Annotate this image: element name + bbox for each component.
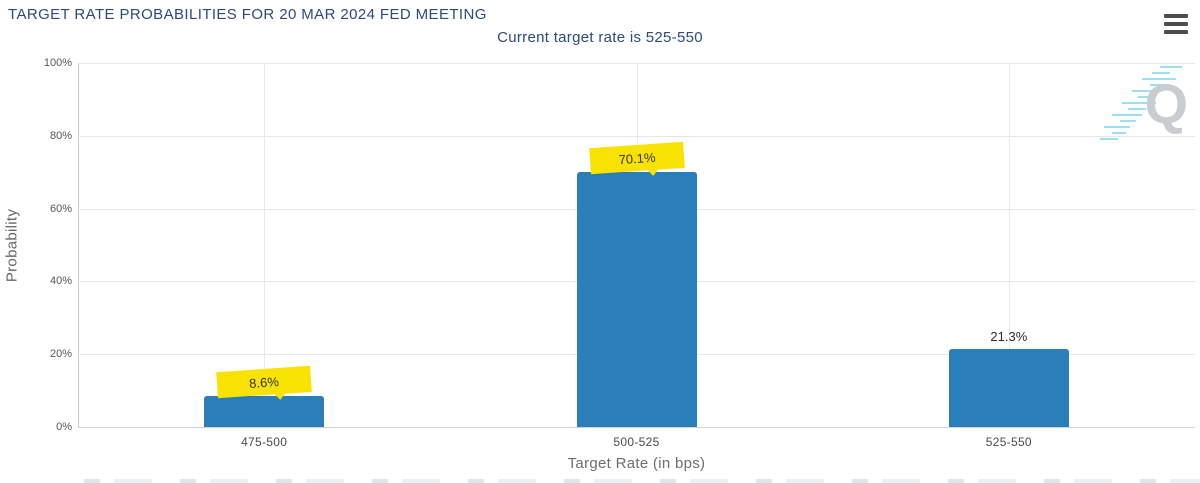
gridline-v <box>1009 63 1010 427</box>
y-tick-label: 80% <box>49 129 72 142</box>
gridline-h <box>78 63 1195 64</box>
x-category-label: 475-500 <box>241 435 288 449</box>
gridline-h <box>78 135 1195 137</box>
watermark-letter: Q <box>1144 72 1188 135</box>
x-axis-line <box>78 427 1195 428</box>
chart-subtitle: Current target rate is 525-550 <box>497 29 703 46</box>
menu-bar <box>1164 22 1188 26</box>
y-tick-label: 20% <box>49 348 72 361</box>
x-axis-title: Target Rate (in bps) <box>567 455 706 472</box>
y-tick-label: 100% <box>43 57 72 69</box>
probability-bar-475-500[interactable] <box>204 395 325 427</box>
probability-bar-500-525[interactable] <box>576 171 697 427</box>
y-tick-label: 60% <box>49 202 72 215</box>
x-category-label: 525-550 <box>985 435 1032 449</box>
value-label-highlighted: 8.6% <box>216 365 312 398</box>
chart-title: TARGET RATE PROBABILITIES FOR 20 MAR 202… <box>8 6 487 23</box>
menu-bar <box>1164 14 1188 18</box>
y-axis-title: Probability <box>3 208 21 283</box>
menu-bar <box>1164 30 1188 34</box>
x-category-label: 500-525 <box>613 435 660 449</box>
value-label: 21.3% <box>990 329 1028 345</box>
gridline-v <box>264 63 265 427</box>
probability-bar-525-550[interactable] <box>948 349 1069 427</box>
hamburger-menu-icon[interactable] <box>1164 13 1188 35</box>
y-tick-label: 0% <box>56 421 72 433</box>
cutoff-next-row <box>84 479 1200 483</box>
y-tick-label: 40% <box>49 275 72 288</box>
value-label-highlighted: 70.1% <box>588 141 685 175</box>
y-axis-line <box>78 63 79 427</box>
